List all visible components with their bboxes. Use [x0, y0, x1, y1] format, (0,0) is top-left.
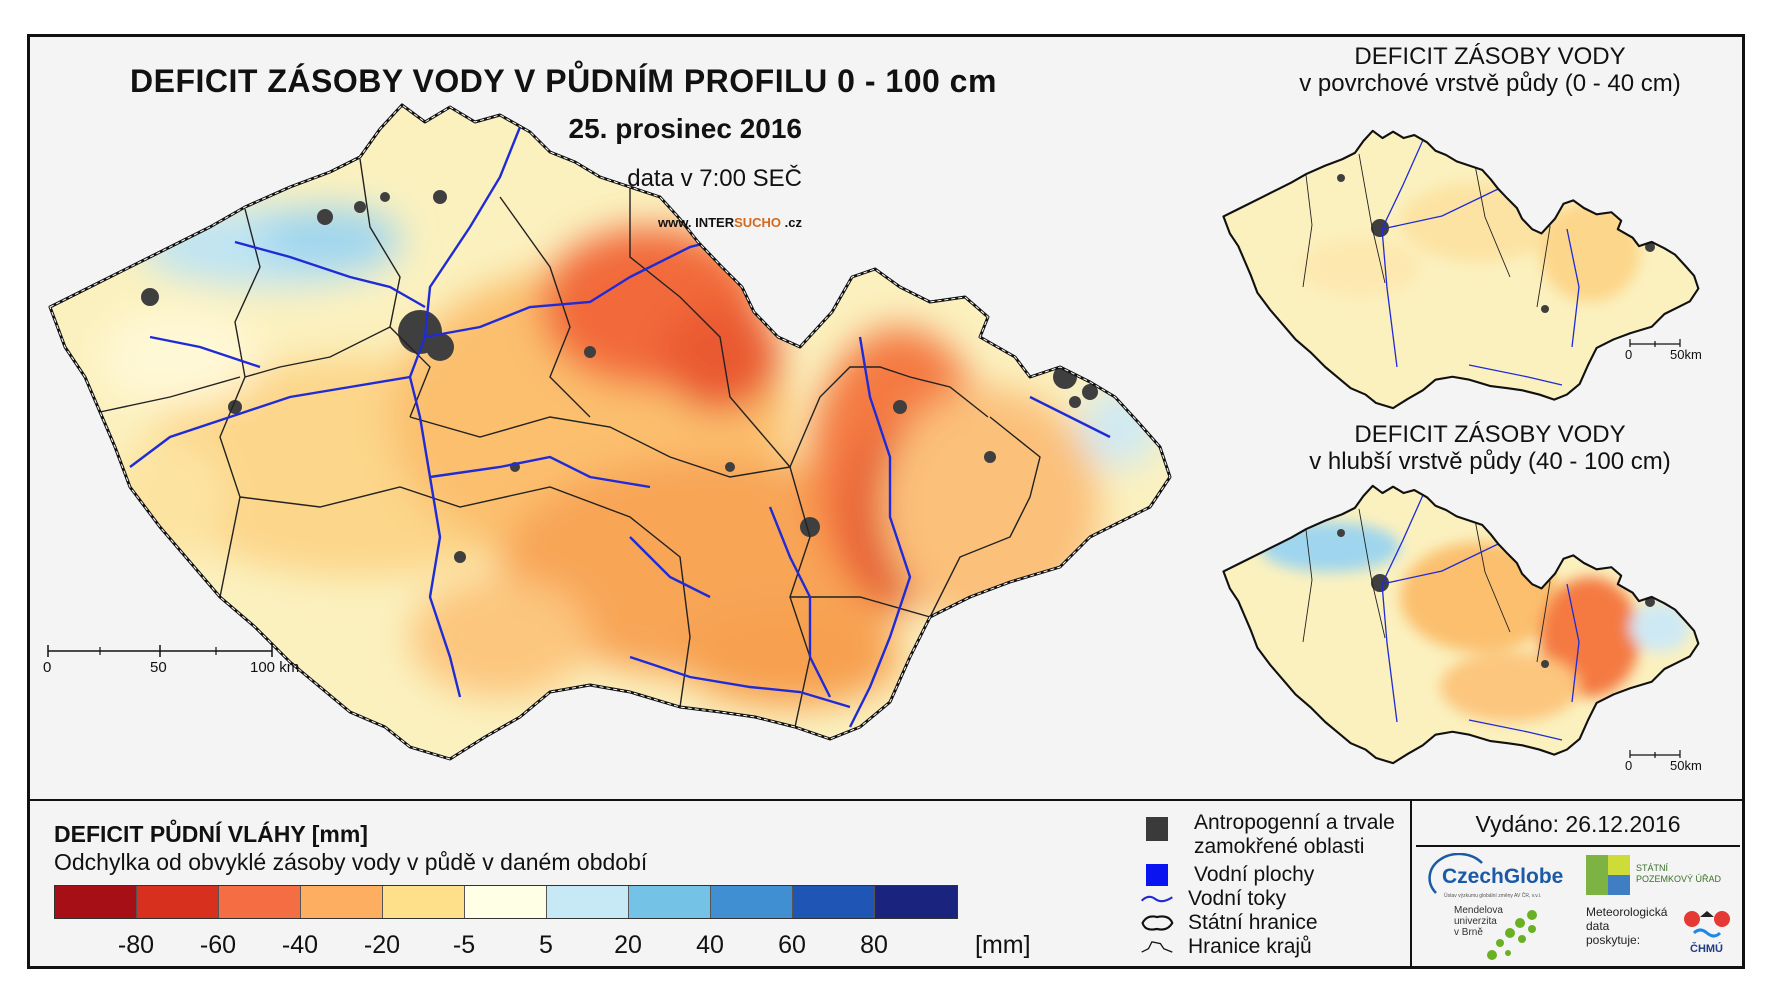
rivers — [129, 126, 1111, 728]
colorbar-tick-label: 80 — [860, 931, 888, 959]
chmu-logo-icon — [1684, 911, 1730, 938]
main-scale-label-100: 100 km — [250, 659, 300, 676]
inset-deep-title-line2: v hlubší vrstvě půdy (40 - 100 cm) — [1309, 448, 1671, 475]
inset-surface-scale-0: 0 — [1625, 347, 1633, 362]
inset-surface-scale-bar — [1629, 339, 1681, 347]
colorbar-swatch-3 — [301, 886, 383, 918]
colorbar-swatch-6 — [547, 886, 629, 918]
met-line3: poskytuje: — [1586, 933, 1641, 947]
legend-subtitle: Odchylka od obvyklé zásoby vody v půdě v… — [54, 849, 648, 875]
regional-border-icon — [1141, 941, 1173, 953]
main-scale-label-50: 50 — [150, 659, 167, 676]
colorbar-swatch-8 — [711, 886, 793, 918]
colorbar-tick-label: -5 — [452, 931, 476, 959]
inset-deep-scale-0: 0 — [1625, 758, 1633, 773]
chmu-credit: Meteorologická data poskytuje: ČHMÚ — [1586, 905, 1740, 965]
inset-surface-title-line2: v povrchové vrstvě půdy (0 - 40 cm) — [1299, 70, 1681, 97]
spu-line2: POZEMKOVÝ ÚŘAD — [1636, 874, 1722, 884]
mendel-name: Mendelova univerzita v Brně — [1454, 905, 1503, 938]
maps-svg — [47, 103, 1700, 765]
czechglobe-subtext: Ústav výzkumu globální změny AV ČR, v.v.… — [1444, 893, 1542, 899]
spu-emblem-icon — [1586, 855, 1630, 895]
czechglobe-name: CzechGlobe — [1442, 865, 1564, 888]
website-prefix: www. INTER — [658, 215, 735, 230]
symbol-regional-borders: Hranice krajů — [1140, 935, 1312, 959]
website-suffix: .cz — [781, 215, 802, 230]
river-line-icon — [1140, 895, 1173, 903]
colorbar-tick-label: 40 — [696, 931, 724, 959]
czechglobe-logo: CzechGlobe Ústav výzkumu globální změny … — [1422, 853, 1572, 911]
water-body-swatch-icon — [1146, 864, 1168, 886]
inset-deep-scale-bar — [1629, 750, 1681, 758]
colorbar-unit: [mm] — [975, 931, 1031, 959]
symbol-water-bodies: Vodní plochy — [1140, 863, 1314, 887]
met-line1: Meteorologická — [1586, 905, 1668, 919]
mendel-line3: v Brně — [1454, 927, 1483, 938]
chmu-name: ČHMÚ — [1690, 943, 1723, 955]
main-time: data v 7:00 SEČ — [627, 165, 802, 192]
mendel-line2: univerzita — [1454, 916, 1497, 927]
inset-deep-map — [1222, 484, 1700, 765]
colorbar-swatch-1 — [137, 886, 219, 918]
inset-deep-title-line1: DEFICIT ZÁSOBY VODY — [1354, 421, 1626, 448]
colorbar-swatch-2 — [219, 886, 301, 918]
colorbar-tick-label: 20 — [614, 931, 642, 959]
colorbar-tick-label: -40 — [281, 931, 319, 959]
website-highlight: SUCHO — [734, 215, 782, 230]
colorbar-tick-label: -80 — [117, 931, 155, 959]
rivers-label: Vodní toky — [1188, 887, 1287, 910]
legend-title: DEFICIT PŮDNÍ VLÁHY [mm] — [54, 821, 368, 847]
map-area: DEFICIT ZÁSOBY VODY V PŮDNÍM PROFILU 0 -… — [30, 37, 1742, 799]
website-link[interactable]: www. INTERSUCHO .cz — [658, 215, 802, 230]
mendel-dots-icon — [1487, 910, 1537, 960]
symbol-anthropogenic: Antropogenní a trvale zamokřené oblasti — [1140, 811, 1395, 859]
colorbar-swatch-4 — [383, 886, 465, 918]
issuer-panel: Vydáno: 26.12.2016 CzechGlobe Ústav výzk… — [1410, 801, 1744, 968]
main-scale-bar — [47, 645, 273, 657]
mendel-line1: Mendelova — [1454, 905, 1503, 916]
colorbar-tick-label: 5 — [539, 931, 553, 959]
colorbar-swatch-10 — [875, 886, 957, 918]
colorbar — [54, 885, 958, 919]
legend-panel: DEFICIT PŮDNÍ VLÁHY [mm] Odchylka od obv… — [30, 799, 1742, 968]
main-title: DEFICIT ZÁSOBY VODY V PŮDNÍM PROFILU 0 -… — [130, 63, 997, 99]
inset-surface-title: DEFICIT ZÁSOBY VODY v povrchové vrstvě p… — [1250, 43, 1730, 97]
czechglobe-swirl-icon — [1428, 853, 1483, 894]
colorbar-swatch-7 — [629, 886, 711, 918]
state-border-label: Státní hranice — [1188, 911, 1318, 934]
colorbar-swatch-5 — [465, 886, 547, 918]
spu-line1: STÁTNÍ — [1636, 863, 1669, 873]
chmu-credit-text: Meteorologická data poskytuje: — [1586, 905, 1667, 947]
inset-deep-title: DEFICIT ZÁSOBY VODY v hlubší vrstvě půdy… — [1250, 421, 1730, 475]
colorbar-tick-label: -60 — [199, 931, 237, 959]
colorbar-tick-label: 60 — [778, 931, 806, 959]
anthropogenic-swatch-icon — [1146, 817, 1168, 841]
spu-logo: STÁTNÍ POZEMKOVÝ ÚŘAD — [1586, 851, 1736, 901]
inset-surface-title-line1: DEFICIT ZÁSOBY VODY — [1354, 43, 1626, 70]
colorbar-swatch-0 — [55, 886, 137, 918]
spu-name: STÁTNÍ POZEMKOVÝ ÚŘAD — [1636, 863, 1721, 885]
regional-borders — [99, 158, 1041, 728]
issued-date: Vydáno: 26.12.2016 — [1475, 811, 1681, 837]
colorbar-swatch-9 — [793, 886, 875, 918]
map-frame: DEFICIT ZÁSOBY VODY V PŮDNÍM PROFILU 0 -… — [27, 34, 1745, 969]
inset-surface-scale-50: 50km — [1670, 347, 1702, 362]
logos-area: CzechGlobe Ústav výzkumu globální změny … — [1416, 845, 1740, 965]
met-line2: data — [1586, 919, 1610, 933]
symbol-state-border: Státní hranice — [1140, 911, 1318, 935]
regional-borders-label: Hranice krajů — [1188, 935, 1312, 958]
anthropogenic-label-1: Antropogenní a trvale — [1194, 811, 1395, 834]
inset-deep-scale-50: 50km — [1670, 758, 1702, 773]
colorbar-tick-label: -20 — [363, 931, 401, 959]
mendel-logo: Mendelova univerzita v Brně — [1454, 905, 1564, 963]
main-map — [47, 103, 1172, 761]
anthropogenic-areas — [141, 190, 1098, 563]
main-scale-label-0: 0 — [43, 659, 52, 676]
state-border-icon — [1141, 915, 1174, 931]
water-bodies-label: Vodní plochy — [1194, 863, 1315, 886]
symbol-rivers: Vodní toky — [1140, 887, 1286, 911]
inset-surface-map — [1222, 129, 1700, 410]
anthropogenic-label-2: zamokřené oblasti — [1194, 835, 1365, 858]
main-date: 25. prosinec 2016 — [568, 113, 802, 144]
